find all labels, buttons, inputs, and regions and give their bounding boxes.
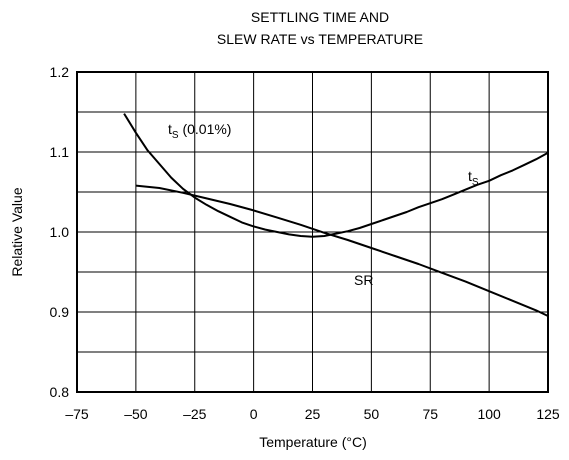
x-tick-label: 100 (477, 406, 501, 422)
series-line-ts (123, 113, 549, 238)
x-tick-label: 0 (250, 406, 258, 422)
x-tick-label: –25 (183, 406, 207, 422)
series-line-sr (135, 184, 549, 317)
y-tick-labels: 0.8 0.9 1.0 1.1 1.2 (50, 64, 70, 400)
series-label-ts-note: tS (0.01%) (168, 121, 231, 141)
y-tick-label: 1.1 (50, 144, 70, 160)
plot-frame (76, 71, 549, 393)
chart-title-line-1: SETTLING TIME AND (250, 9, 390, 25)
y-tick-label: 1.0 (50, 224, 70, 240)
series-label-ts-right: tS (468, 168, 479, 188)
series-label-ts-right-main: t (468, 168, 472, 184)
y-tick-label: 0.9 (50, 304, 70, 320)
x-tick-label: –50 (124, 406, 148, 422)
y-tick-label: 1.2 (50, 64, 70, 80)
x-axis-label: Temperature (°C) (259, 434, 367, 450)
series-label-ts-sub: S (172, 130, 179, 141)
y-tick-label: 0.8 (50, 384, 70, 400)
series-label-sr: SR (354, 272, 373, 288)
x-tick-label: 25 (305, 406, 321, 422)
x-tick-label: 75 (422, 406, 438, 422)
x-tick-label: 125 (536, 406, 560, 422)
series-label-ts-main: t (168, 121, 172, 137)
series-label-ts-right-sub: S (472, 177, 479, 188)
series-label-ts-note-text: (0.01%) (179, 121, 232, 137)
y-axis-label: Relative Value (9, 187, 25, 276)
grid (76, 71, 549, 393)
x-tick-label: 50 (364, 406, 380, 422)
chart-title-line-2: SLEW RATE vs TEMPERATURE (216, 31, 424, 47)
x-tick-labels: –75 –50 –25 0 25 50 75 100 125 (65, 406, 560, 422)
series-lines (123, 113, 549, 317)
x-tick-label: –75 (65, 406, 89, 422)
